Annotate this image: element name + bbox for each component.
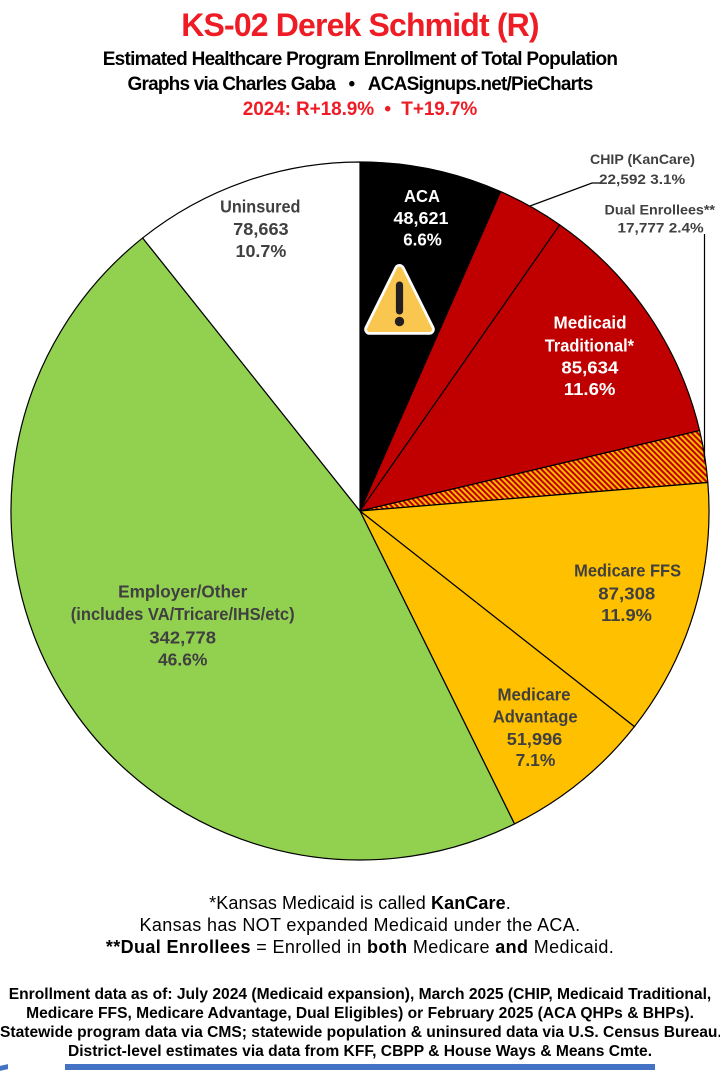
svg-text:46.6%: 46.6% — [158, 650, 208, 670]
svg-text:Traditional*: Traditional* — [545, 335, 634, 355]
svg-text:11.9%: 11.9% — [601, 605, 652, 625]
svg-text:Advantage: Advantage — [493, 707, 578, 727]
svg-text:Medicare: Medicare — [497, 685, 570, 705]
svg-text:Medicaid: Medicaid — [554, 313, 627, 333]
svg-text:CHIP (KanCare): CHIP (KanCare) — [590, 152, 695, 167]
svg-text:22,592 3.1%: 22,592 3.1% — [599, 172, 685, 187]
svg-text:11.6%: 11.6% — [564, 379, 616, 399]
svg-text:85,634: 85,634 — [561, 358, 618, 378]
svg-text:87,308: 87,308 — [598, 584, 655, 604]
svg-text:Dual Enrollees**: Dual Enrollees** — [605, 203, 716, 218]
svg-text:51,996: 51,996 — [507, 729, 563, 749]
svg-text:ACA: ACA — [404, 186, 440, 206]
svg-text:78,663: 78,663 — [233, 219, 289, 239]
svg-text:6.6%: 6.6% — [403, 229, 442, 249]
svg-text:Medicare FFS: Medicare FFS — [574, 560, 681, 580]
svg-text:17,777 2.4%: 17,777 2.4% — [617, 220, 703, 235]
svg-text:342,778: 342,778 — [149, 628, 216, 648]
svg-text:Uninsured: Uninsured — [220, 197, 300, 217]
svg-text:Employer/Other: Employer/Other — [118, 582, 247, 602]
svg-text:48,621: 48,621 — [394, 208, 449, 228]
svg-text:10.7%: 10.7% — [236, 241, 287, 261]
svg-text:7.1%: 7.1% — [516, 750, 556, 770]
svg-text:(includes VA/Tricare/IHS/etc): (includes VA/Tricare/IHS/etc) — [71, 604, 295, 624]
